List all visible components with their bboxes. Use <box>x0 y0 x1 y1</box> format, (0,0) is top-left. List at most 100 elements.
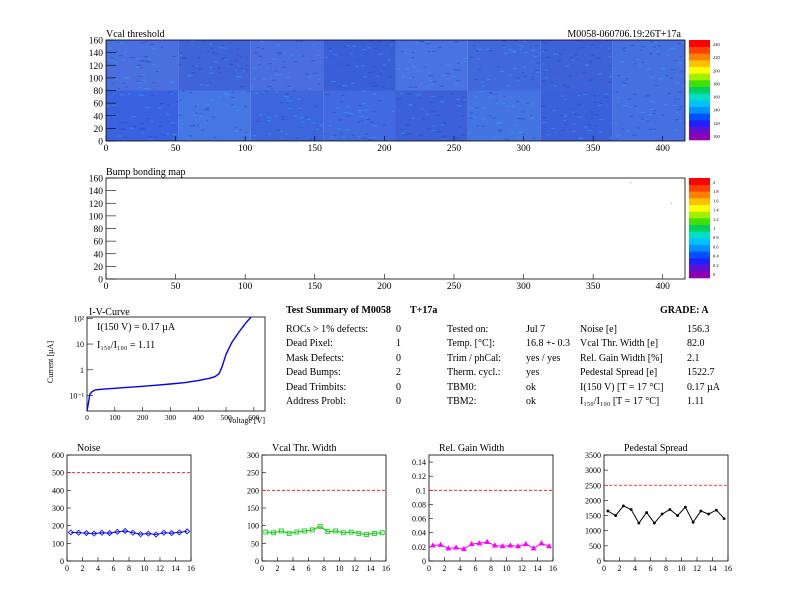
pixel-noise <box>263 90 268 92</box>
pixel-noise <box>677 109 681 111</box>
summary-label: I(150 V) [T = 17 °C] <box>580 381 664 393</box>
pixel-noise <box>358 115 364 118</box>
y-tick-label: 50 <box>251 539 259 548</box>
x-tick-label: 0 <box>65 564 69 573</box>
pixel-noise <box>479 91 483 93</box>
x-tick-label: 8 <box>664 564 668 573</box>
pixel-noise <box>550 81 555 84</box>
data-point <box>538 540 545 546</box>
pixel-noise <box>229 63 234 66</box>
pixel-noise <box>357 121 361 123</box>
palette-tick-label: 200 <box>713 68 721 73</box>
pixel-noise <box>587 124 592 126</box>
y-tick-label: 60 <box>94 100 104 110</box>
pixel-noise <box>234 130 239 132</box>
iv-title: I-V-Curve <box>89 307 130 318</box>
pixel-noise <box>598 73 603 75</box>
pixel-noise <box>661 67 666 70</box>
pixel-noise <box>621 128 624 130</box>
pixel-noise <box>206 119 209 121</box>
pixel-noise <box>509 74 512 76</box>
data-point <box>437 541 444 547</box>
pixel-noise <box>501 40 506 42</box>
pixel-noise <box>279 102 283 104</box>
pixel-noise <box>507 49 513 51</box>
pixel-noise <box>210 47 214 49</box>
x-tick-label: 0 <box>85 413 89 422</box>
pixel-noise <box>560 114 565 117</box>
pixel-noise <box>632 134 637 136</box>
pixel-noise <box>319 124 323 127</box>
pixel-noise <box>652 128 657 130</box>
summary-row: Trim / phCal: yes / yes <box>447 352 577 366</box>
pixel-noise <box>206 50 209 53</box>
pixel-noise <box>477 58 481 60</box>
pixel-noise <box>209 99 214 101</box>
palette-tick-label: 140 <box>713 108 721 113</box>
pixel-noise <box>331 55 337 57</box>
y-tick-label: 400 <box>52 486 64 495</box>
pixel-noise <box>407 77 412 79</box>
pixel-noise <box>208 43 213 45</box>
pixel-noise <box>456 98 460 101</box>
pixel-noise <box>188 135 193 137</box>
pixel-noise <box>442 138 446 140</box>
summary-row: I(150 V) [T = 17 °C] 0.17 µA <box>580 381 740 395</box>
pixel-noise <box>251 128 254 130</box>
pixel-noise <box>205 104 210 106</box>
data-point <box>491 542 498 548</box>
pixel-noise <box>495 99 498 101</box>
data-point <box>184 528 191 535</box>
pixel-noise <box>521 72 525 74</box>
pixel-noise <box>223 58 228 61</box>
pixel-noise <box>245 69 249 71</box>
pedestal-spread-title: Pedestal Spread <box>624 443 688 454</box>
x-tick-label: 8 <box>127 564 131 573</box>
pixel-noise <box>670 48 676 50</box>
pixel-noise <box>502 46 506 48</box>
data-point <box>530 545 537 551</box>
pixel-noise <box>501 103 506 105</box>
palette-swatch <box>689 244 710 252</box>
x-tick-label: 350 <box>586 282 601 292</box>
x-tick-label: 10 <box>141 564 149 573</box>
pixel-noise <box>456 79 461 82</box>
pixel-noise <box>137 75 143 78</box>
pixel-noise <box>377 53 383 55</box>
pixel-noise <box>405 68 410 70</box>
pixel-noise <box>469 107 474 110</box>
pixel-noise <box>115 50 118 53</box>
palette-tick-label: 220 <box>713 55 721 60</box>
y-tick-label: 300 <box>52 504 64 513</box>
pixel-noise <box>277 129 280 132</box>
palette-tick-label: 1.2 <box>713 217 719 222</box>
y-tick-label: 100 <box>89 212 104 222</box>
pixel-noise <box>200 129 205 131</box>
pixel-noise <box>336 128 341 130</box>
pixel-noise <box>562 84 566 86</box>
x-tick-label: 16 <box>382 564 390 573</box>
summary-value: 2 <box>396 367 401 379</box>
roc-block <box>178 40 251 91</box>
pixel-noise <box>244 106 248 108</box>
bump-map-x-axis: 0 50 100 150 200 250 300 350 400 <box>104 274 670 292</box>
pixel-noise <box>587 129 592 132</box>
pixel-noise <box>194 105 197 107</box>
pixel-noise <box>175 101 179 103</box>
pixel-noise <box>499 71 505 73</box>
pixel-noise <box>569 75 572 77</box>
pixel-noise <box>167 91 172 94</box>
summary-value: ok <box>526 395 536 407</box>
pixel-noise <box>511 51 516 53</box>
pixel-noise <box>457 62 460 64</box>
y-tick-label: 0 <box>60 557 64 566</box>
x-tick-label: 14 <box>172 564 180 573</box>
x-tick-label: 600 <box>248 413 260 422</box>
pixel-noise <box>502 95 506 97</box>
pixel-noise <box>261 91 267 93</box>
pixel-noise <box>640 111 646 113</box>
pixel-noise <box>139 60 144 62</box>
pixel-noise <box>211 116 216 118</box>
pixel-noise <box>181 123 185 125</box>
pixel-noise <box>357 59 362 62</box>
